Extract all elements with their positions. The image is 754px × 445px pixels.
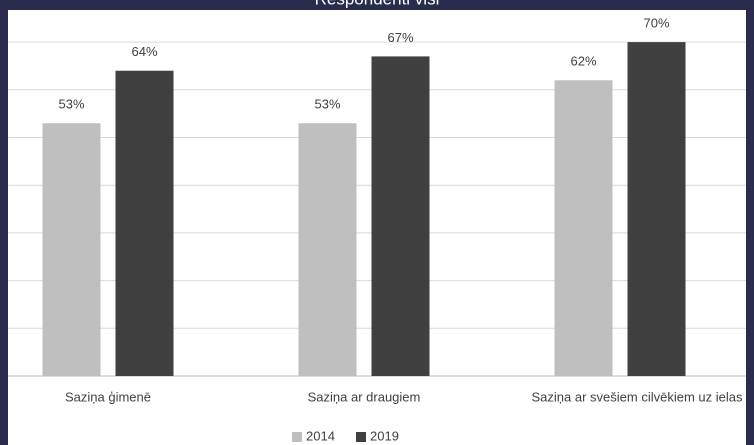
data-label: 53% xyxy=(58,97,84,112)
bar xyxy=(627,42,686,376)
data-label: 64% xyxy=(131,44,157,59)
data-label: 67% xyxy=(387,30,413,45)
bar xyxy=(42,123,101,376)
bar xyxy=(115,70,174,376)
data-label: 62% xyxy=(570,54,596,69)
x-tick-label: Saziņa ar svešiem cilvēkiem uz ielas xyxy=(532,389,743,404)
x-tick-label: Saziņa ģimenē xyxy=(65,389,151,404)
legend-swatch xyxy=(356,432,366,442)
legend-swatch xyxy=(292,432,302,442)
legend-label: 2019 xyxy=(370,428,399,443)
legend-label: 2014 xyxy=(306,428,335,443)
x-tick-label: Saziņa ar draugiem xyxy=(308,389,421,404)
bar xyxy=(554,80,613,376)
bar xyxy=(371,56,430,376)
chart-title: Respondenti visi xyxy=(315,0,440,8)
bar xyxy=(298,123,357,376)
data-label: 70% xyxy=(643,16,669,31)
data-label: 53% xyxy=(314,97,340,112)
